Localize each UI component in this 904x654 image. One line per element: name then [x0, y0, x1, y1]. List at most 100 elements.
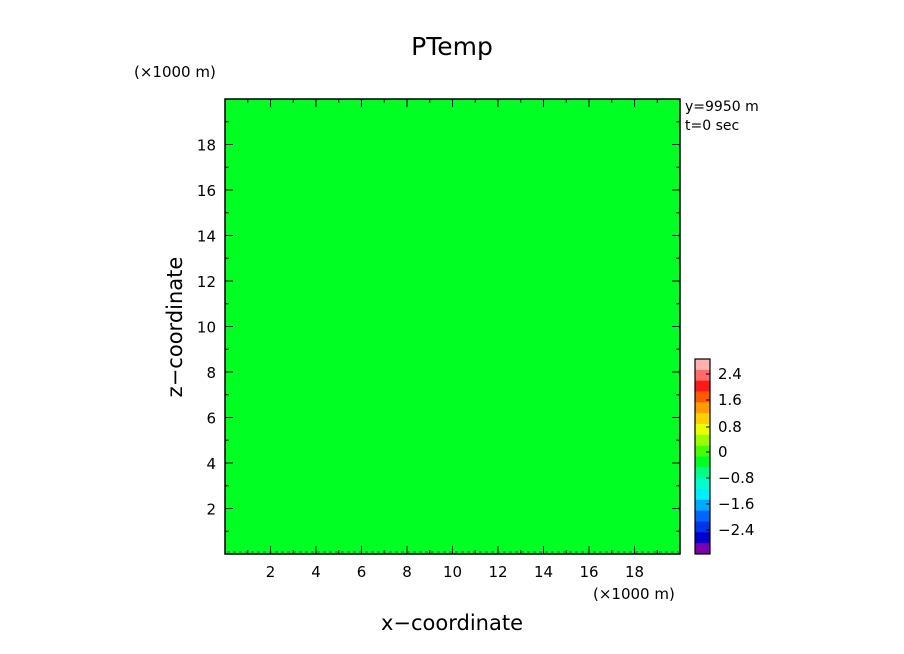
- colorbar-label: 0: [718, 443, 728, 461]
- boundary-speckle: [227, 551, 230, 553]
- boundary-speckle: [233, 551, 236, 553]
- boundary-speckle: [377, 551, 380, 553]
- boundary-speckle: [647, 551, 650, 553]
- y-tick-label: 12: [197, 273, 216, 291]
- annotation-t: t=0 sec: [685, 118, 739, 134]
- boundary-speckle: [557, 551, 560, 553]
- y-tick-label: 2: [206, 501, 216, 519]
- y-tick-label: 16: [197, 182, 216, 200]
- boundary-speckle: [467, 551, 470, 553]
- boundary-speckle: [299, 551, 302, 553]
- colorbar-swatch: [695, 489, 710, 501]
- boundary-speckle: [599, 551, 602, 553]
- boundary-speckle: [383, 551, 386, 553]
- colorbar-swatch: [695, 434, 710, 447]
- boundary-speckle: [395, 551, 398, 553]
- boundary-speckle: [587, 551, 590, 553]
- x-axis-label: x−coordinate: [381, 611, 523, 635]
- boundary-speckle: [605, 551, 608, 553]
- boundary-speckle: [515, 551, 518, 553]
- boundary-speckle: [431, 551, 434, 553]
- boundary-speckle: [551, 551, 554, 553]
- x-tick-label: 14: [534, 563, 553, 581]
- boundary-speckle: [335, 551, 338, 553]
- x-tick-label: 8: [402, 563, 412, 581]
- colorbar-swatch: [695, 391, 710, 403]
- boundary-speckle: [593, 551, 596, 553]
- boundary-speckle: [677, 551, 680, 553]
- boundary-speckle: [365, 551, 368, 553]
- boundary-speckle: [317, 551, 320, 553]
- colorbar-swatch: [695, 478, 710, 490]
- boundary-speckle: [629, 551, 632, 553]
- y-tick-label: 10: [197, 319, 216, 337]
- boundary-speckle: [437, 551, 440, 553]
- boundary-speckle: [617, 551, 620, 553]
- x-tick-label: 16: [579, 563, 598, 581]
- x-tick-label: 6: [357, 563, 367, 581]
- boundary-speckle: [353, 551, 356, 553]
- y-axis-label: z−coordinate: [163, 257, 187, 398]
- colorbar-swatch: [695, 510, 710, 522]
- boundary-speckle: [371, 551, 374, 553]
- boundary-speckle: [575, 551, 578, 553]
- colorbar-label: −0.8: [718, 469, 754, 487]
- y-axis-ticks: 2 4 6 8 10 12 14 16 18: [197, 121, 680, 532]
- boundary-speckle: [653, 551, 656, 553]
- colorbar-label: −2.4: [718, 521, 754, 539]
- colorbar-swatch: [695, 413, 710, 425]
- heatmap-field: [224, 98, 681, 555]
- boundary-speckle: [407, 551, 410, 553]
- boundary-speckle: [641, 551, 644, 553]
- colorbar-swatch: [695, 532, 710, 544]
- colorbar: 2.4 1.6 0.8 0 −0.8 −1.6 −2.4: [694, 358, 754, 555]
- colorbar-swatch: [695, 380, 710, 392]
- boundary-speckle: [347, 551, 350, 553]
- colorbar-label: 0.8: [718, 418, 742, 436]
- boundary-speckle: [545, 551, 548, 553]
- boundary-speckle: [509, 551, 512, 553]
- x-tick-label: 2: [266, 563, 276, 581]
- colorbar-swatch: [695, 521, 710, 533]
- boundary-speckle: [659, 551, 662, 553]
- colorbar-swatch: [695, 456, 710, 468]
- boundary-speckle: [503, 551, 506, 553]
- boundary-speckle: [485, 551, 488, 553]
- boundary-speckle: [239, 551, 242, 553]
- boundary-speckle: [527, 551, 530, 553]
- x-unit-label: (×1000 m): [593, 585, 675, 603]
- boundary-speckle: [635, 551, 638, 553]
- colorbar-swatch: [695, 359, 710, 371]
- boundary-speckle: [497, 551, 500, 553]
- x-tick-label: 10: [443, 563, 462, 581]
- boundary-speckle: [563, 551, 566, 553]
- boundary-speckle: [287, 551, 290, 553]
- boundary-speckle: [671, 551, 674, 553]
- boundary-speckle: [281, 551, 284, 553]
- boundary-speckle: [389, 551, 392, 553]
- colorbar-swatch: [695, 467, 710, 479]
- colorbar-frame: [694, 358, 711, 555]
- boundary-speckle: [401, 551, 404, 553]
- boundary-speckle: [269, 551, 272, 553]
- colorbar-swatch: [695, 445, 710, 457]
- boundary-speckle: [449, 551, 452, 553]
- boundary-speckle: [521, 551, 524, 553]
- boundary-speckle: [581, 551, 584, 553]
- boundary-speckle: [413, 551, 416, 553]
- boundary-speckle: [263, 551, 266, 553]
- y-tick-label: 6: [206, 410, 216, 428]
- boundary-speckle: [461, 551, 464, 553]
- colorbar-swatch: [695, 499, 710, 512]
- boundary-speckle: [443, 551, 446, 553]
- boundary-speckle: [305, 551, 308, 553]
- colorbar-swatch: [695, 543, 710, 555]
- boundary-speckle: [359, 551, 362, 553]
- colorbar-label: −1.6: [718, 495, 754, 513]
- boundary-speckle: [323, 551, 326, 553]
- annotation-y: y=9950 m: [685, 99, 759, 115]
- y-tick-label: 14: [197, 228, 216, 246]
- boundary-speckle: [569, 551, 572, 553]
- chart-title: PTemp: [411, 32, 493, 61]
